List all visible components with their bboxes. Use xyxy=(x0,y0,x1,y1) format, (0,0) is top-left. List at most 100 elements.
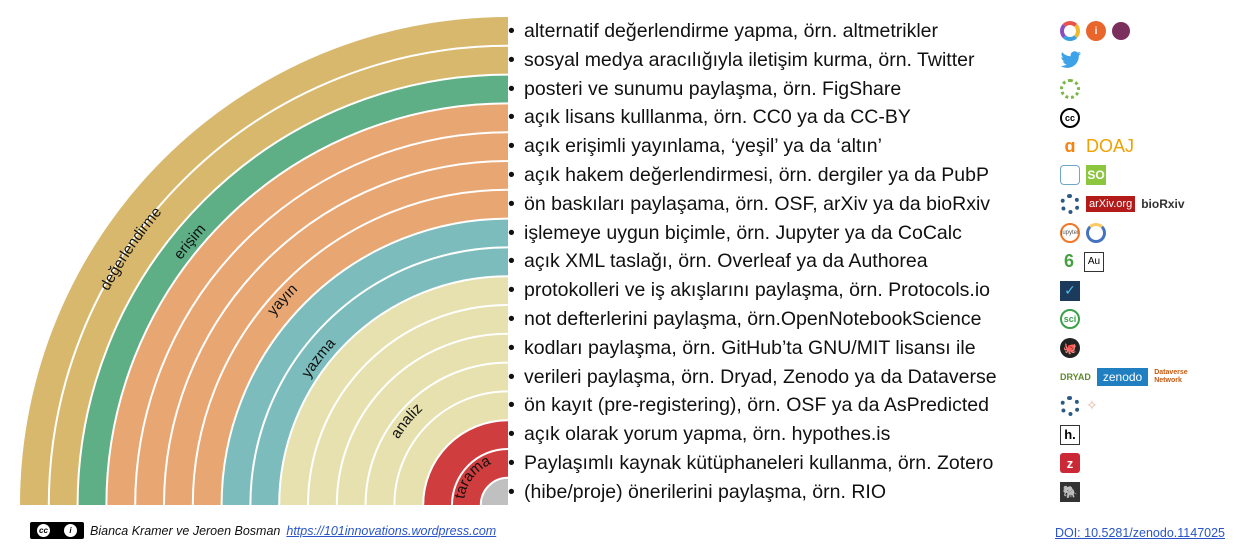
practice-item: • alternatif değerlendirme yapma, örn. al… xyxy=(508,17,997,46)
bullet-icon: • xyxy=(508,451,515,474)
icon-row-figshare xyxy=(1060,75,1250,104)
cocalc-icon xyxy=(1086,222,1106,243)
bullet-icon: • xyxy=(508,423,515,446)
bullet-icon: • xyxy=(508,250,515,273)
practice-item: • verileri paylaşma, örn. Dryad, Zenodo y… xyxy=(508,363,997,392)
dataverse-logo: Dataverse Network xyxy=(1154,368,1188,384)
authorea-logo: Au xyxy=(1084,251,1104,272)
band-divider xyxy=(451,448,509,506)
by-person-icon: i xyxy=(64,524,77,537)
practice-item: • not defterlerini paylaşma, örn.OpenNote… xyxy=(508,305,997,334)
practice-item: • açık lisans kulllanma, örn. CC0 ya da C… xyxy=(508,103,997,132)
zenodo-logo: zenodo xyxy=(1096,367,1149,386)
doaj-logo: DOAJ xyxy=(1086,136,1135,157)
icon-row-overleaf: 6 Au xyxy=(1060,247,1250,276)
plum-analytics-icon xyxy=(1112,22,1130,41)
bullet-icon: • xyxy=(508,163,515,186)
icon-row-rio: 🐘 xyxy=(1060,478,1250,507)
icon-row-zotero: z xyxy=(1060,449,1250,478)
icon-row-data: DRYAD zenodo Dataverse Network xyxy=(1060,363,1250,392)
practice-text: işlemeye uygun biçimle, örn. Jupyter ya … xyxy=(524,221,962,244)
bullet-icon: • xyxy=(508,279,515,302)
practice-item: • işlemeye uygun biçimle, örn. Jupyter ya… xyxy=(508,219,997,248)
icon-row-twitter xyxy=(1060,46,1250,75)
practice-text: protokolleri ve iş akışlarını paylaşma, … xyxy=(524,279,991,302)
impactstory-info-icon: i xyxy=(1086,21,1106,42)
practice-item: • açık hakem değerlendirmesi, örn. dergil… xyxy=(508,161,997,190)
icon-row-open-access: ɑ DOAJ xyxy=(1060,132,1250,161)
band-divider xyxy=(422,419,509,506)
bullet-icon: • xyxy=(508,135,515,158)
practice-text: kodları paylaşma, örn. GitHub’ta GNU/MIT… xyxy=(524,336,976,359)
tool-icons-column: i cc ɑ DOAJ SO arXiv.org bioRxiv jupyter… xyxy=(1060,17,1250,507)
doi-link[interactable]: DOI: 10.5281/zenodo.1147025 xyxy=(1054,526,1225,540)
band-divider xyxy=(47,44,509,506)
icon-row-peer-review: SO xyxy=(1060,161,1250,190)
dryad-logo: DRYAD xyxy=(1060,371,1091,382)
science-open-logo: SO xyxy=(1086,165,1106,186)
bullet-icon: • xyxy=(508,394,515,417)
open-access-lock-icon: ɑ xyxy=(1064,136,1076,157)
band-divider xyxy=(307,304,509,506)
practice-text: açık hakem değerlendirmesi, örn. dergile… xyxy=(524,163,989,186)
bullet-icon: • xyxy=(508,365,515,388)
open-notebook-science-icon: sci xyxy=(1060,309,1080,330)
bullet-icon: • xyxy=(508,77,515,100)
bullet-icon: • xyxy=(508,307,515,330)
icon-row-hypothesis: h. xyxy=(1060,420,1250,449)
band-divider xyxy=(278,275,509,506)
practice-item: • protokolleri ve iş akışlarını paylaşma,… xyxy=(508,276,997,305)
icon-row-protocols: ✓ xyxy=(1060,276,1250,305)
bullet-icon: • xyxy=(508,221,515,244)
practice-item: • Paylaşımlı kaynak kütüphaneleri kullanm… xyxy=(508,449,997,478)
figshare-icon xyxy=(1060,78,1080,99)
practice-text: verileri paylaşma, örn. Dryad, Zenodo ya… xyxy=(524,365,997,388)
bullet-icon: • xyxy=(508,480,515,503)
band-divider xyxy=(479,476,509,506)
zotero-icon: z xyxy=(1060,453,1080,474)
cc-by-badge: cc i xyxy=(30,522,84,539)
band-divider xyxy=(191,188,509,506)
practice-item: • (hibe/proje) önerilerini paylaşma, örn.… xyxy=(508,478,997,507)
icon-row-altmetrics: i xyxy=(1060,17,1250,46)
github-octocat-icon: 🐙 xyxy=(1060,338,1080,359)
workflow-fan-diagram: değerlendirmeerişimyayınyazmaanaliztaram… xyxy=(20,17,509,506)
practice-text: Paylaşımlı kaynak kütüphaneleri kullanma… xyxy=(524,451,994,474)
icon-row-cc: cc xyxy=(1060,103,1250,132)
cc-icon: cc xyxy=(37,524,50,537)
practice-text: sosyal medya aracılığıyla iletişim kurma… xyxy=(524,48,975,71)
practice-item: • posteri ve sunumu paylaşma, örn. FigSha… xyxy=(508,75,997,104)
practice-item: • ön baskıları paylaşama, örn. OSF, arXiv… xyxy=(508,190,997,219)
footer-credit: cc i Bianca Kramer ve Jeroen Bosman https… xyxy=(30,522,496,539)
creative-commons-icon: cc xyxy=(1060,107,1080,128)
altmetric-donut-icon xyxy=(1060,21,1080,42)
band-divider xyxy=(249,246,509,506)
band-divider xyxy=(364,361,509,506)
band-divider xyxy=(76,73,509,506)
bullet-icon: • xyxy=(508,48,515,71)
bullet-icon: • xyxy=(508,336,515,359)
pubpeer-icon xyxy=(1060,165,1080,186)
band-divider xyxy=(134,131,509,506)
band-divider xyxy=(163,160,509,506)
practice-text: ön baskıları paylaşama, örn. OSF, arXiv … xyxy=(524,192,991,215)
practice-item: • açık XML taslağı, örn. Overleaf ya da A… xyxy=(508,247,997,276)
practice-text: açık olarak yorum yapma, örn. hypothes.i… xyxy=(524,423,891,446)
twitter-bird-icon xyxy=(1060,51,1081,69)
practice-text: (hibe/proje) önerilerini paylaşma, örn. … xyxy=(524,480,886,503)
band-tarama xyxy=(423,420,508,505)
practice-text: ön kayıt (pre-registering), örn. OSF ya … xyxy=(524,394,989,417)
icon-row-preprints: arXiv.org bioRxiv xyxy=(1060,190,1250,219)
icon-row-preregistration: ✧ xyxy=(1060,391,1250,420)
innovations-link[interactable]: https://101innovations.wordpress.com xyxy=(286,523,497,538)
band-divider xyxy=(393,390,509,506)
practice-item: • açık olarak yorum yapma, örn. hypothes.… xyxy=(508,420,997,449)
practice-item: • sosyal medya aracılığıyla iletişim kurm… xyxy=(508,46,997,75)
practice-text: açık erişimli yayınlama, ‘yeşil’ ya da ‘… xyxy=(524,135,882,158)
icon-row-github: 🐙 xyxy=(1060,334,1250,363)
osf-icon xyxy=(1060,194,1080,215)
footer-doi: DOI: 10.5281/zenodo.1147025 xyxy=(1055,526,1225,540)
icon-row-notebook: sci xyxy=(1060,305,1250,334)
aspredicted-icon: ✧ xyxy=(1086,397,1098,414)
practice-text: açık XML taslağı, örn. Overleaf ya da Au… xyxy=(524,250,928,273)
